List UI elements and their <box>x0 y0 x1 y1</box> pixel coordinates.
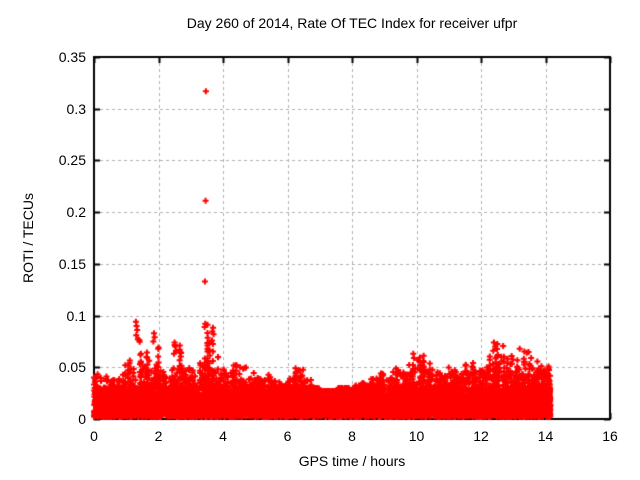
y-tick-label: 0.25 <box>58 152 86 169</box>
y-tick-label: 0.05 <box>58 359 86 376</box>
x-tick-label: 2 <box>154 428 163 444</box>
y-tick-label: 0 <box>78 411 86 427</box>
x-tick-label: 12 <box>473 428 489 444</box>
x-tick-label: 10 <box>408 428 425 444</box>
x-tick-label: 0 <box>90 428 98 444</box>
y-tick-label: 0.35 <box>58 49 86 65</box>
x-tick-label: 16 <box>602 428 618 444</box>
y-tick-label: 0.15 <box>58 255 86 272</box>
x-tick-label: 14 <box>537 428 554 444</box>
y-axis-label: ROTI / TECUs <box>20 193 36 283</box>
y-tick-label: 0.3 <box>66 100 86 117</box>
x-tick-label: 8 <box>348 428 356 444</box>
chart-title: Day 260 of 2014, Rate Of TEC Index for r… <box>186 15 518 31</box>
x-axis-label: GPS time / hours <box>298 453 406 469</box>
x-tick-label: 6 <box>283 428 292 444</box>
y-tick-label: 0.2 <box>66 204 86 221</box>
y-tick-label: 0.1 <box>66 307 86 324</box>
x-tick-label: 4 <box>219 428 227 444</box>
